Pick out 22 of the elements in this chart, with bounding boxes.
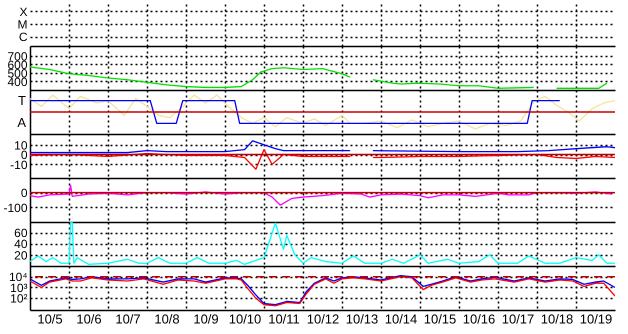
x-tick-label: 10/12 <box>306 312 340 326</box>
text: A <box>17 115 26 130</box>
x-tick-label: 10/17 <box>502 312 534 326</box>
x-tick-label: 10/15 <box>424 312 456 326</box>
y-tick-label: 0 <box>20 186 28 200</box>
x-tick-label: 10/11 <box>268 312 300 326</box>
x-tick-label: 10/14 <box>384 312 418 326</box>
x-tick-label: 10/10 <box>228 312 262 326</box>
x-tick-label: 10/18 <box>540 312 574 326</box>
category-label: C <box>18 30 28 44</box>
x-tick-label: 10/5 <box>37 312 63 326</box>
category-label: X <box>19 4 28 19</box>
category-label: M <box>18 18 28 32</box>
x-tick-label: 10/13 <box>346 312 378 326</box>
x-tick-label: 10/6 <box>76 312 102 326</box>
y-tick-label: -100 <box>3 200 28 215</box>
x-tick-label: 10/19 <box>580 312 612 326</box>
text: T <box>18 93 26 108</box>
x-tick-label: 10/8 <box>154 312 180 326</box>
x-tick-label: 10/7 <box>115 312 141 326</box>
x-tick-label: 10/16 <box>462 312 496 326</box>
x-tick-label: 10/9 <box>193 312 219 326</box>
